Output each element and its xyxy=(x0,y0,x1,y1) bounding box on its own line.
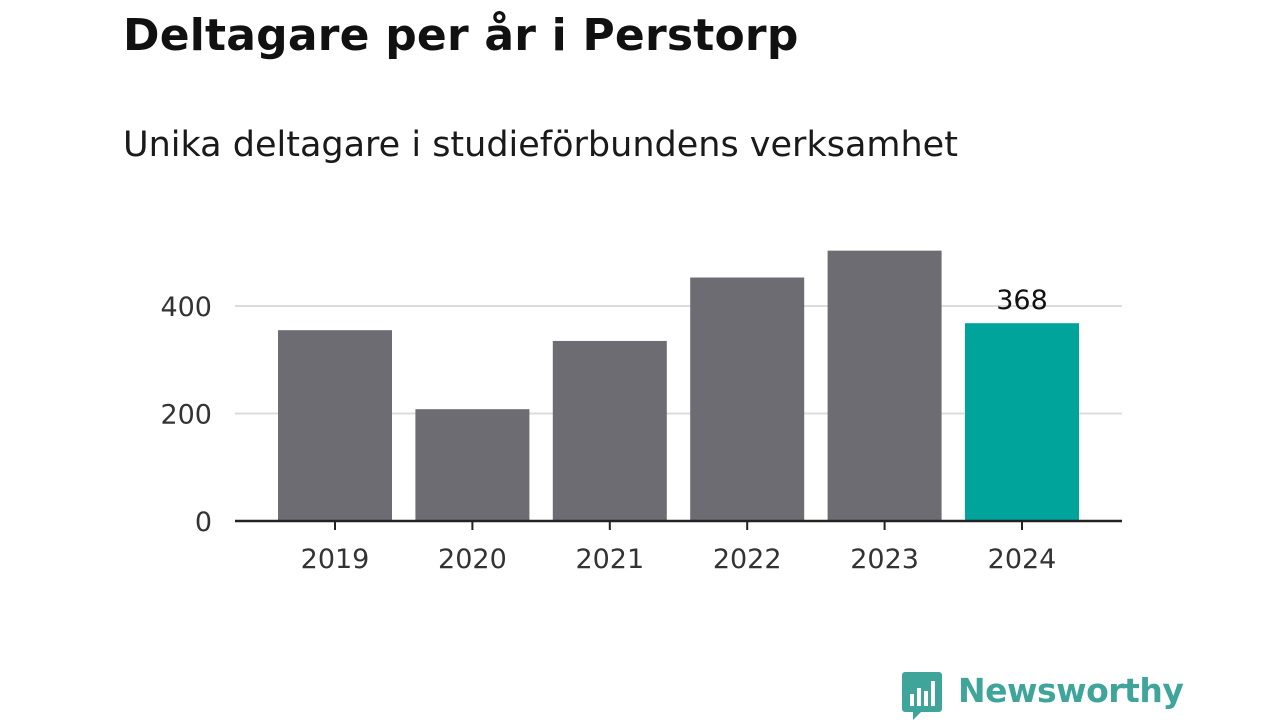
bar-2022 xyxy=(690,277,805,521)
bar-chart-speech-bubble-icon xyxy=(902,672,942,720)
bar-2024 xyxy=(965,323,1079,521)
bar-2019 xyxy=(278,330,392,521)
chart-title: Deltagare per år i Perstorp xyxy=(123,10,799,61)
bar-2023 xyxy=(827,250,942,521)
x-tick-label-2023: 2023 xyxy=(850,544,919,575)
y-tick-label-400: 400 xyxy=(160,292,212,323)
bar-2020 xyxy=(415,409,530,521)
x-tick-label-2022: 2022 xyxy=(713,544,782,575)
x-tick-label-2019: 2019 xyxy=(301,544,370,575)
data-label-2024: 368 xyxy=(996,285,1048,316)
x-tick-label-2020: 2020 xyxy=(438,544,507,575)
newsworthy-brand: Newsworthy xyxy=(902,670,1184,720)
bar-2021 xyxy=(552,340,667,521)
y-tick-label-200: 200 xyxy=(160,400,212,431)
x-tick-label-2024: 2024 xyxy=(988,544,1057,575)
brand-name: Newsworthy xyxy=(958,671,1184,710)
y-tick-label-0: 0 xyxy=(195,507,212,538)
x-tick-label-2021: 2021 xyxy=(575,544,644,575)
chart-subtitle: Unika deltagare i studieförbundens verks… xyxy=(123,125,958,165)
